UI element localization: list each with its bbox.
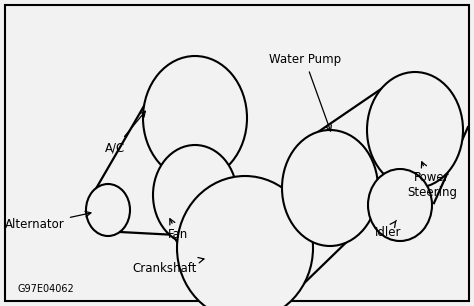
Ellipse shape bbox=[143, 56, 247, 180]
Text: Power
Steering: Power Steering bbox=[407, 162, 457, 199]
Ellipse shape bbox=[282, 130, 378, 246]
Text: Idler: Idler bbox=[375, 220, 401, 238]
Ellipse shape bbox=[368, 169, 432, 241]
Text: A/C: A/C bbox=[105, 111, 146, 155]
Text: Crankshaft: Crankshaft bbox=[133, 257, 204, 274]
Text: Alternator: Alternator bbox=[5, 211, 91, 232]
Ellipse shape bbox=[86, 184, 130, 236]
Ellipse shape bbox=[153, 145, 237, 245]
Ellipse shape bbox=[367, 72, 463, 188]
Text: Fan: Fan bbox=[168, 219, 188, 241]
Ellipse shape bbox=[177, 176, 313, 306]
Text: Water Pump: Water Pump bbox=[269, 54, 341, 131]
Text: G97E04062: G97E04062 bbox=[18, 284, 75, 294]
